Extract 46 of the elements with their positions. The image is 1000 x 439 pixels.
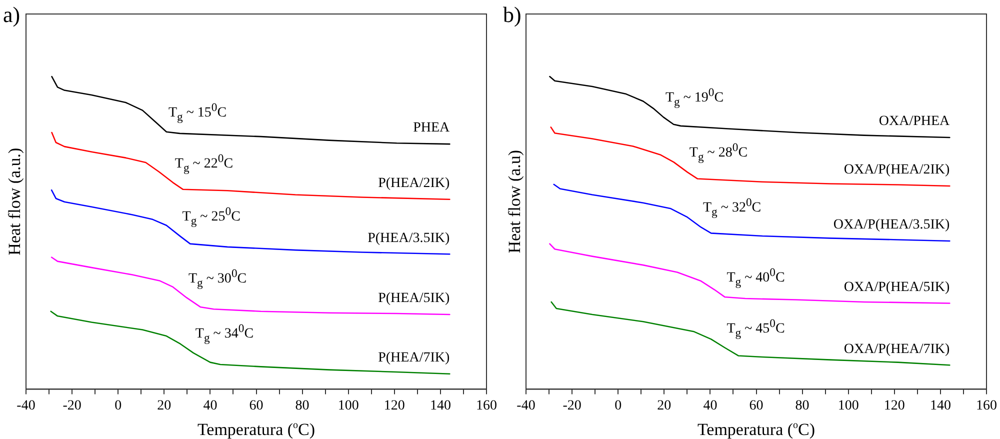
annotation: T$_{g}$ ~ 15$^{0}$C (168, 100, 227, 124)
x-tick-label: 160 (976, 398, 997, 414)
x-tick-label: 40 (703, 398, 718, 414)
annotation: T$_{g}$ ~ 32$^{0}$C (702, 196, 762, 219)
x-tick-label: 20 (657, 398, 672, 414)
x-tick-label: 140 (930, 398, 951, 414)
annotation: T$_{g}$ ~ 40$^{0}$C (726, 266, 785, 288)
x-tick-label: 160 (476, 398, 497, 414)
chart-title: a) (3, 2, 20, 27)
x-tick-label: -20 (562, 398, 582, 414)
x-tick-label: 100 (838, 398, 859, 414)
x-tick-label: 100 (338, 398, 359, 414)
annotation: T$_{g}$ ~ 34$^{0}$C (195, 322, 254, 344)
series-label: OXA/P(HEA/3.5IK) (833, 218, 950, 233)
x-tick-label: -20 (62, 398, 82, 414)
y-axis-title: Heat flow (a.u.) (5, 148, 24, 256)
series-label: PHEA (413, 120, 451, 136)
x-tick-label: 120 (384, 398, 405, 414)
series-label: P(HEA/7IK) (378, 350, 450, 366)
x-tick-label: 0 (614, 398, 622, 414)
x-tick-label: 0 (114, 398, 122, 414)
annotation: T$_{g}$ ~ 22$^{0}$C (174, 152, 234, 174)
series-label: P(HEA/3.5IK) (368, 230, 450, 246)
x-tick-label: 120 (884, 398, 905, 414)
x-tick-label: 60 (749, 398, 764, 414)
annotation: T$_{g}$ ~ 30$^{0}$C (188, 266, 247, 290)
x-tick-label: 80 (795, 398, 810, 414)
series-label: OXA/PHEA (878, 114, 951, 130)
series-label: OXA/P(HEA/2IK) (844, 162, 950, 178)
series-label: P(HEA/5IK) (378, 291, 450, 306)
x-tick-label: 20 (157, 398, 172, 414)
annotation: T$_{g}$ ~ 28$^{0}$C (689, 141, 748, 164)
series-label: P(HEA/2IK) (378, 176, 450, 192)
x-tick-label: 80 (295, 398, 310, 414)
x-tick-label: -40 (516, 398, 536, 414)
x-tick-label: 140 (430, 398, 451, 414)
x-tick-label: -40 (16, 398, 36, 414)
series-label: OXA/P(HEA/7IK) (844, 342, 950, 357)
annotation: T$_{g}$ ~ 45$^{0}$C (726, 316, 785, 340)
x-tick-label: 60 (249, 398, 264, 414)
series-label: OXA/P(HEA/5IK) (844, 280, 950, 295)
y-axis-title: Heat flow (a.u) (505, 150, 524, 254)
annotation: T$_{g}$ ~ 25$^{0}$C (182, 205, 240, 228)
annotation: T$_{g}$ ~ 19$^{0}$C (665, 86, 724, 109)
x-tick-label: 40 (203, 398, 218, 414)
chart-title: b) (503, 2, 522, 27)
